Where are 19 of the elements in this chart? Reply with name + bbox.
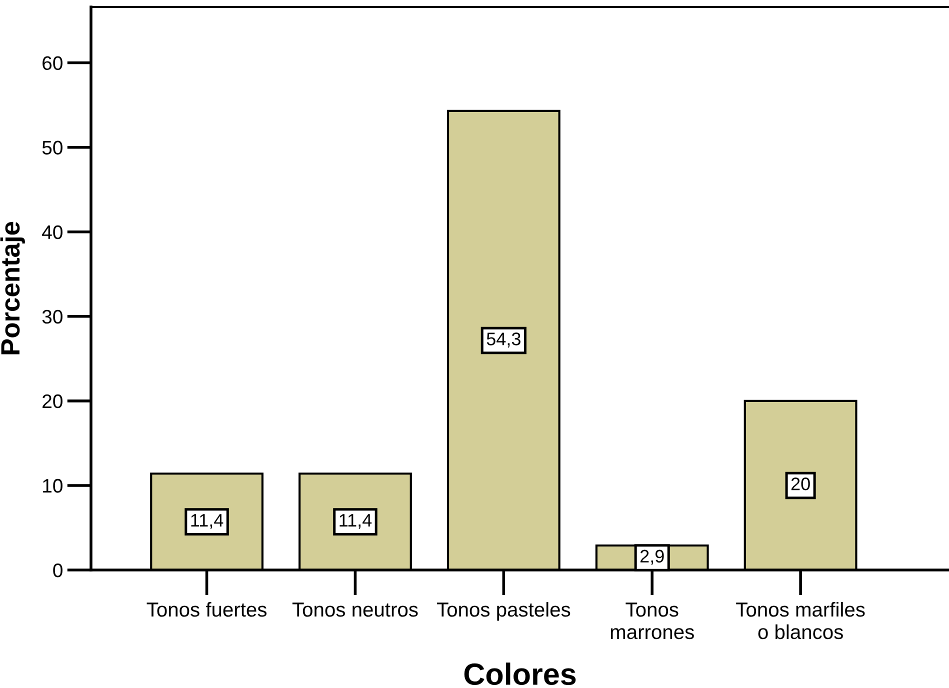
x-axis-title: Colores bbox=[464, 662, 576, 686]
x-tick-label: Tonos fuertes bbox=[146, 602, 267, 617]
data-label: 54,3 bbox=[486, 332, 520, 348]
x-tick-label: Tonos pasteles bbox=[436, 602, 570, 621]
data-label: 11,4 bbox=[340, 514, 372, 529]
y-tick-label: 50 bbox=[42, 140, 62, 155]
y-tick-label: 20 bbox=[42, 394, 62, 408]
data-label: 11,4 bbox=[191, 514, 224, 529]
y-tick-label: 30 bbox=[42, 310, 62, 324]
data-label: 2,9 bbox=[640, 550, 664, 565]
x-tick-label: Tonos marfiles o blancos bbox=[736, 602, 865, 640]
data-label: 20 bbox=[791, 478, 810, 490]
x-tick-label: Tonos marrones bbox=[610, 602, 694, 640]
y-tick-label: 40 bbox=[42, 225, 62, 240]
y-tick-label: 0 bbox=[53, 563, 62, 578]
y-axis-title: Porcentaje bbox=[0, 222, 25, 354]
y-tick-label: 60 bbox=[42, 56, 62, 70]
y-tick-label: 10 bbox=[43, 478, 62, 493]
x-tick-label: Tonos neutros bbox=[292, 602, 418, 617]
